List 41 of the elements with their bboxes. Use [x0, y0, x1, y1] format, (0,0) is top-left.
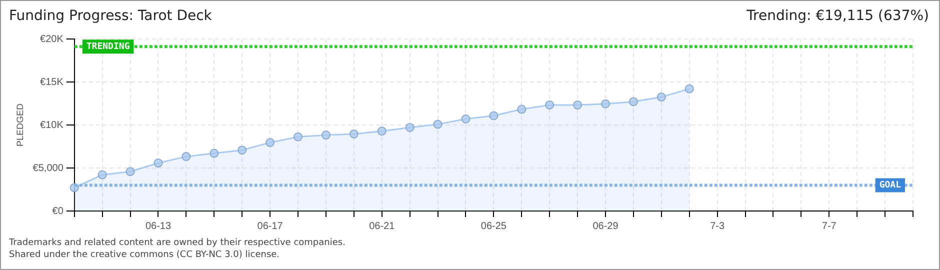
point	[182, 152, 191, 162]
y-tick-label: €10K	[40, 120, 64, 131]
point	[154, 158, 163, 168]
point	[601, 99, 610, 108]
y-axis-title: PLEDGED	[14, 102, 25, 147]
y-tick-label: €20K	[40, 34, 64, 45]
point	[489, 111, 498, 120]
ref-line-label: TRENDING	[86, 42, 130, 52]
point	[461, 114, 470, 124]
y-tick-label: €15K	[40, 76, 64, 88]
point	[656, 92, 666, 102]
point	[126, 167, 135, 176]
point	[321, 130, 330, 140]
point	[517, 104, 526, 114]
ref-line-label: GOAL	[879, 180, 902, 191]
point	[433, 120, 442, 129]
point	[573, 100, 582, 110]
text: Shared under the creative commons (CC BY-NC 3.0) license.	[9, 249, 281, 261]
x-tick-label: 7-7	[822, 220, 837, 232]
point	[405, 122, 414, 132]
y-tick-label: €0	[52, 206, 64, 217]
x-tick-label: 06-13	[145, 220, 172, 232]
point	[210, 148, 219, 158]
point	[377, 126, 386, 136]
y-tick-label: €5,000	[32, 162, 64, 174]
point	[294, 132, 303, 142]
text: Trademarks and related content are owned by their respective companies.	[9, 237, 346, 249]
point	[266, 138, 275, 148]
point	[98, 170, 107, 180]
x-tick-label: 06-29	[592, 220, 619, 232]
x-tick-label: 06-25	[480, 220, 507, 232]
x-tick-label: 7-3	[710, 220, 725, 232]
x-tick-label: 06-17	[257, 220, 284, 232]
point	[238, 146, 247, 155]
point	[628, 97, 638, 106]
point	[545, 100, 554, 110]
x-tick-label: 06-21	[369, 220, 396, 232]
point	[684, 84, 694, 94]
point	[349, 129, 358, 138]
chart-subtitle: Trending: €19,115 (637%)	[746, 8, 929, 24]
chart-title: Funding Progress: Tarot Deck	[9, 8, 212, 24]
